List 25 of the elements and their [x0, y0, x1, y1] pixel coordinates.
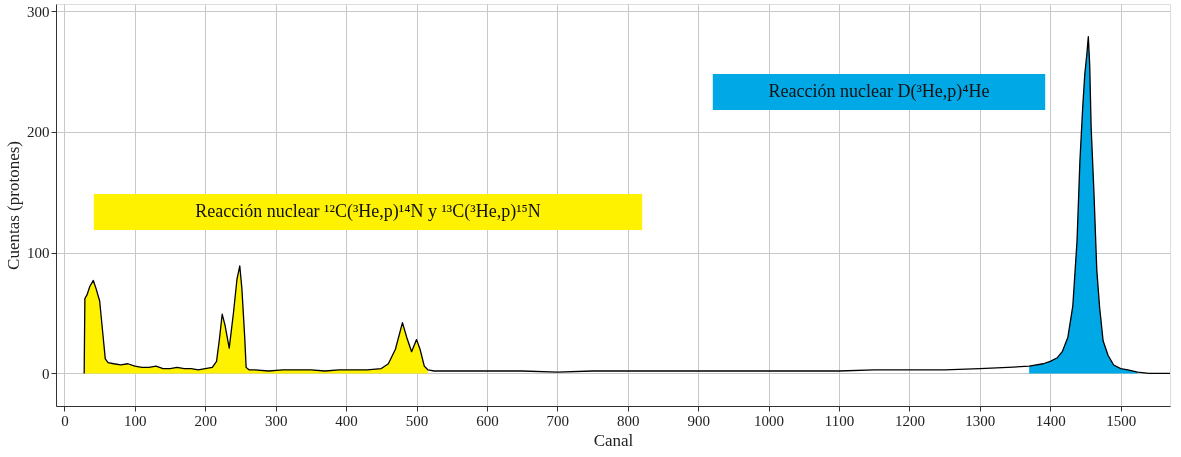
x-tick-label: 0: [61, 412, 69, 429]
x-tick-label: 300: [264, 412, 288, 429]
x-tick-label: 1400: [1035, 412, 1066, 429]
x-tick-label: 700: [546, 412, 570, 429]
x-tick-label: 1500: [1106, 412, 1137, 429]
x-tick-label: 100: [124, 412, 147, 429]
x-tick-label: 200: [194, 412, 218, 429]
x-tick-label: 800: [617, 412, 640, 429]
y-tick-label: 200: [27, 124, 50, 141]
x-tick-label: 1000: [754, 412, 785, 429]
annotation: Reacción nuclear ¹²C(³He,p)¹⁴N y ¹³C(³He,p)¹⁵N: [195, 201, 541, 222]
y-tick-label: 0: [42, 365, 50, 382]
x-tick-label: 400: [335, 412, 358, 429]
line-series: [83, 35, 1171, 375]
y-tick-label: 100: [27, 245, 50, 262]
x-tick-label: 1300: [965, 412, 996, 429]
x-tick-label: 1200: [894, 412, 925, 429]
x-tick-label: 1100: [824, 412, 855, 429]
x-tick-label: 600: [476, 412, 499, 429]
annotation: Reacción nuclear D(³He,p)⁴He: [768, 81, 990, 102]
x-tick-label: 500: [405, 412, 429, 429]
x-tick-label: 900: [687, 412, 710, 429]
x-axis-title: Canal: [593, 430, 634, 450]
y-axis-title: Cuentas (protones): [4, 141, 23, 270]
y-tick-label: 300: [27, 3, 50, 20]
